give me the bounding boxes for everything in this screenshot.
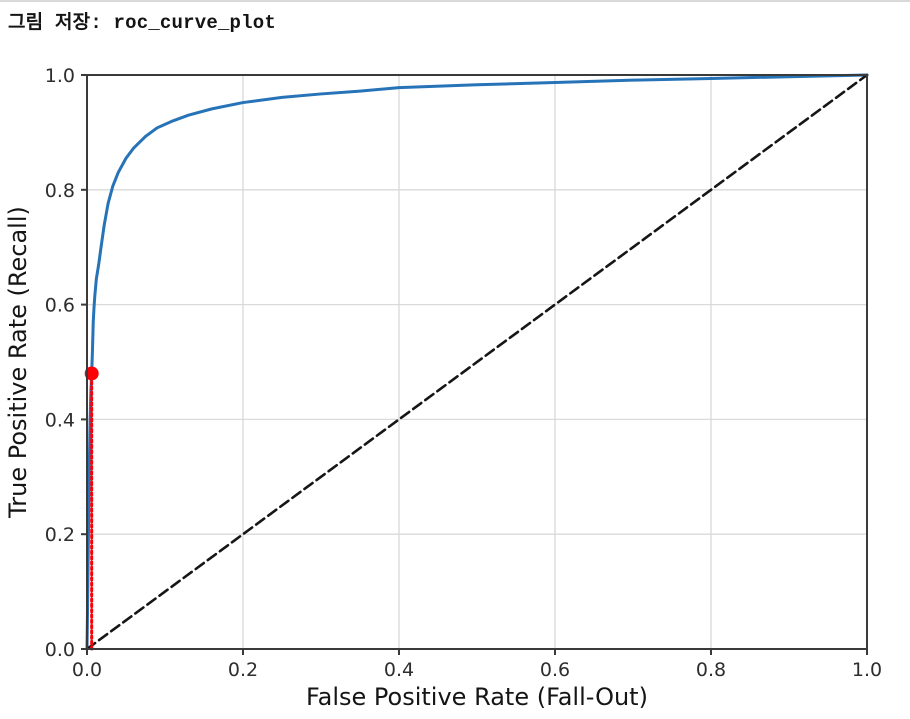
y-axis-label: True Positive Rate (Recall) <box>4 206 32 519</box>
x-tick-label: 0.2 <box>228 659 258 681</box>
y-tick-label: 0.6 <box>45 295 75 317</box>
figure-save-caption: 그림 저장: roc_curve_plot <box>8 12 276 34</box>
x-axis-label: False Positive Rate (Fall-Out) <box>306 683 648 711</box>
chance-diagonal-line <box>85 73 869 651</box>
y-tick-label: 0.4 <box>45 409 75 431</box>
x-tick-label: 0.4 <box>384 659 414 681</box>
plot-spine <box>86 74 868 650</box>
y-tick-label: 0.8 <box>45 180 75 202</box>
y-tick-label: 0.0 <box>45 639 75 661</box>
y-tick-label: 0.2 <box>45 524 75 546</box>
y-tick-label: 1.0 <box>45 65 75 87</box>
x-tick-label: 0.8 <box>696 659 726 681</box>
x-tick-label: 0.0 <box>72 659 102 681</box>
x-tick-label: 0.6 <box>540 659 570 681</box>
operating-point-marker <box>84 366 99 381</box>
x-tick-label: 1.0 <box>852 659 882 681</box>
